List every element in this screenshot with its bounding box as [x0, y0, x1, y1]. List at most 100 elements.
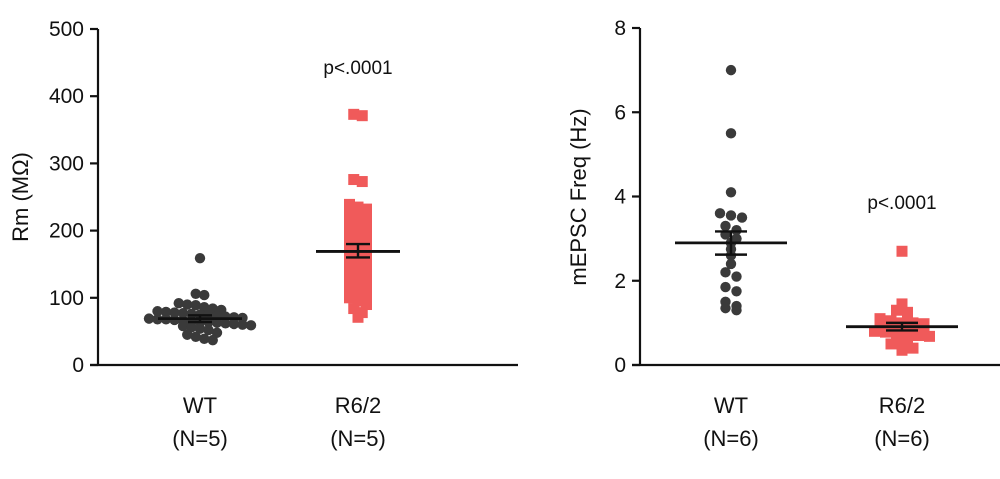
data-point [203, 324, 214, 336]
data-point [731, 225, 742, 236]
data-point [177, 308, 189, 319]
data-point [874, 313, 886, 325]
y-tick-label: 6 [614, 101, 626, 124]
data-point [211, 317, 223, 328]
data-point [348, 303, 360, 315]
data-point [725, 64, 737, 76]
y-tick-label: 0 [72, 354, 84, 377]
y-axis-label: mEPSC Freq (Hz) [566, 108, 591, 285]
x-group-sublabel: (N=5) [330, 426, 386, 451]
data-point [731, 271, 742, 282]
data-point [352, 277, 364, 289]
data-point [725, 210, 737, 221]
data-point [880, 326, 891, 338]
y-tick-label: 400 [49, 85, 84, 108]
data-point [344, 248, 355, 260]
x-group-sublabel: (N=6) [703, 426, 759, 451]
data-point [352, 311, 364, 323]
data-point [361, 221, 372, 233]
data-point [199, 289, 210, 301]
data-point [361, 230, 372, 242]
data-point [143, 313, 155, 324]
data-point [228, 318, 240, 330]
data-point [344, 215, 355, 227]
data-point [220, 318, 231, 329]
data-point [356, 176, 368, 188]
data-point [344, 225, 355, 237]
data-point [344, 282, 355, 294]
data-point [874, 319, 886, 331]
data-point [245, 320, 257, 331]
data-point [190, 331, 201, 342]
data-point [152, 314, 163, 325]
data-point [714, 208, 726, 219]
mepsc-freq-chart: 0 2 4 6 8 mEPSC Freq (Hz) p<.0001 WT (N=6) R6/2 (N… [566, 17, 1000, 451]
y-tick-label: 8 [614, 17, 626, 40]
data-point [720, 267, 731, 278]
data-point [344, 198, 355, 210]
data-point [344, 233, 355, 245]
data-point [352, 285, 364, 297]
data-point [352, 269, 364, 281]
data-point [918, 323, 930, 335]
p-value-annotation: p<.0001 [323, 58, 392, 79]
data-point [160, 306, 172, 318]
data-point [186, 308, 197, 320]
x-group-label: WT [183, 393, 217, 418]
data-point [169, 307, 180, 318]
y-tick-label: 200 [49, 220, 84, 243]
data-point [194, 323, 206, 334]
data-point [731, 305, 742, 316]
data-point [190, 288, 201, 299]
data-point [352, 227, 364, 239]
data-point [725, 128, 737, 139]
data-point [344, 274, 355, 286]
data-point [356, 110, 368, 122]
y-tick-label: 300 [49, 152, 84, 175]
data-point [913, 330, 924, 342]
data-point [352, 201, 364, 213]
y-axis-label: Rm (MΩ) [8, 152, 33, 242]
data-point [361, 280, 372, 292]
data-point [173, 297, 184, 309]
data-point [869, 325, 880, 337]
data-point [352, 235, 364, 247]
data-point [896, 245, 908, 257]
data-point [352, 208, 364, 220]
data-point [361, 299, 372, 311]
x-group-label: R6/2 [335, 393, 381, 418]
data-point [720, 281, 731, 293]
data-point [896, 344, 908, 356]
data-point [352, 295, 364, 307]
y-tick-label: 100 [49, 287, 84, 310]
data-point [199, 333, 210, 344]
x-group-sublabel: (N=5) [172, 426, 228, 451]
x-group-label: R6/2 [879, 393, 925, 418]
data-point [891, 304, 902, 316]
data-point [344, 292, 355, 304]
x-group-label: WT [714, 393, 748, 418]
data-point [344, 266, 355, 278]
data-point [344, 258, 355, 270]
data-point [344, 206, 355, 218]
data-point [352, 261, 364, 273]
data-point [348, 108, 360, 120]
data-point [924, 330, 935, 342]
y-tick-label: 4 [614, 186, 626, 209]
data-point [725, 258, 737, 270]
data-point [896, 298, 908, 310]
y-tick-label: 0 [614, 354, 626, 377]
data-point [725, 187, 737, 198]
y-tick-label: 2 [614, 270, 626, 293]
data-point [182, 299, 193, 310]
x-group-sublabel: (N=6) [874, 426, 930, 451]
data-point [194, 252, 206, 264]
y-tick-label: 500 [49, 18, 84, 41]
data-point [885, 338, 897, 350]
p-value-annotation: p<.0001 [867, 193, 936, 214]
data-point [152, 306, 163, 317]
data-point [348, 174, 360, 186]
data-point [237, 319, 248, 330]
data-point [361, 255, 372, 267]
